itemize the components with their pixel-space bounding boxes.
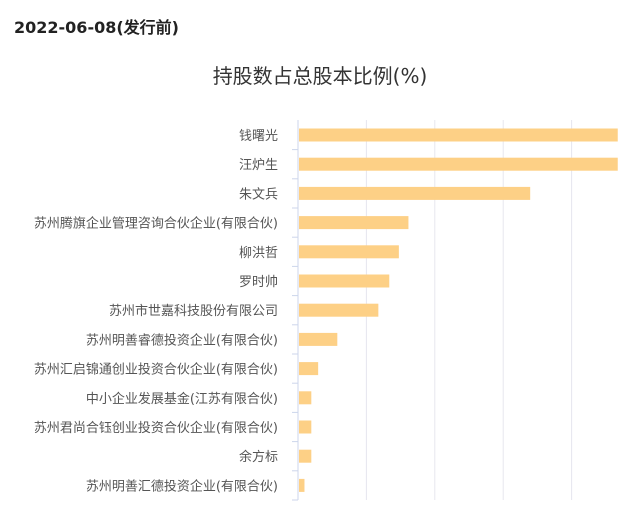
bar [299,362,319,376]
category-label: 苏州市世嘉科技股份有限公司 [109,303,278,319]
bar [299,186,531,200]
date-label: 2022-06-08(发行前) [14,18,179,37]
category-label: 余方标 [239,449,278,465]
category-label: 苏州汇启锦通创业投资合伙企业(有限合伙) [34,362,278,378]
bar [299,332,338,346]
bar [299,449,312,463]
category-label: 罗时帅 [239,275,278,290]
category-label: 中小企业发展基金(江苏有限合伙) [86,391,278,407]
category-label: 苏州君尚合钰创业投资合伙企业(有限合伙) [34,420,278,436]
category-label: 朱文兵 [239,187,278,202]
bar [299,303,379,317]
bar [299,157,618,171]
bar [299,216,409,230]
category-label: 苏州腾旗企业管理咨询合伙企业(有限合伙) [34,216,278,232]
category-label: 苏州明善汇德投资企业(有限合伙) [86,478,278,494]
category-label: 汪炉生 [239,158,278,173]
category-label: 苏州明善睿德投资企业(有限合伙) [86,332,278,348]
bar [299,478,305,492]
bar [299,391,312,405]
category-label: 柳洪哲 [239,246,278,261]
bar [299,274,390,288]
chart-title: 持股数占总股本比例(%) [212,64,428,88]
category-label: 钱曙光 [239,129,278,144]
bar [299,245,399,259]
bar [299,128,618,142]
bar [299,420,312,434]
